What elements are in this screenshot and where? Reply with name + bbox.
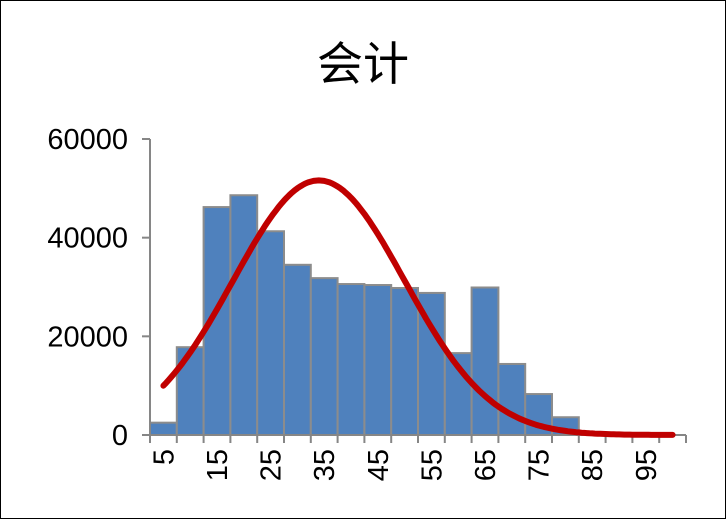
normal-curve [160, 177, 676, 438]
x-tick-label: 75 [524, 449, 556, 481]
x-tick-label: 65 [470, 449, 502, 481]
chart-title: 会计 [317, 37, 409, 91]
histogram-bar [283, 263, 312, 436]
histogram-bar [309, 277, 339, 436]
x-tick-label: 85 [577, 449, 609, 481]
y-tick-label: 0 [112, 420, 128, 452]
x-tick-label: 45 [363, 449, 395, 481]
y-tick-labels: 0 20000 40000 60000 [47, 124, 128, 452]
histogram-bar [497, 362, 527, 436]
histogram-bar [470, 286, 500, 437]
histogram-bar [149, 421, 178, 436]
x-tick-label: 95 [631, 449, 663, 481]
x-tick-labels: 5 15 25 35 45 55 65 75 85 95 [148, 449, 662, 481]
histogram-bar [363, 284, 393, 436]
y-tick-label: 20000 [47, 321, 128, 353]
x-tick-label: 15 [202, 449, 234, 481]
x-tick-label: 5 [148, 449, 180, 465]
x-tick-label: 55 [416, 449, 448, 481]
y-tick-label: 60000 [47, 124, 128, 156]
histogram-bar [336, 283, 366, 437]
x-tick-label: 25 [256, 449, 288, 481]
histogram-bar [256, 230, 286, 436]
bar-group [149, 194, 580, 437]
y-tick-label: 40000 [47, 223, 128, 255]
x-tick-label: 35 [309, 449, 341, 481]
histogram-bar [229, 194, 259, 436]
histogram-bar [390, 286, 420, 436]
